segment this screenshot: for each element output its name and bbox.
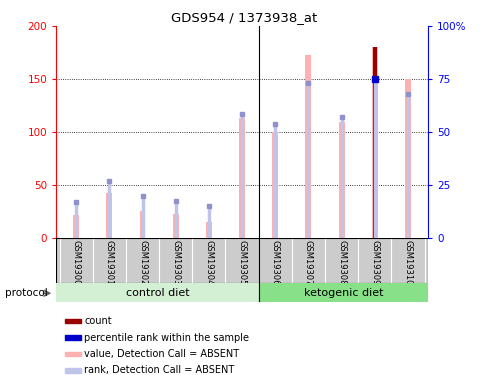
Text: GSM19305: GSM19305: [237, 240, 246, 286]
Text: protocol: protocol: [5, 288, 47, 298]
Bar: [139, 211, 145, 238]
Bar: [73, 215, 79, 238]
Text: GSM19301: GSM19301: [104, 240, 114, 286]
Bar: [172, 214, 178, 238]
Bar: [65, 352, 81, 356]
Bar: [65, 335, 81, 340]
Text: ketogenic diet: ketogenic diet: [303, 288, 382, 297]
Bar: [258, 283, 427, 302]
Text: GSM19304: GSM19304: [204, 240, 213, 286]
Text: count: count: [84, 316, 112, 326]
Bar: [371, 48, 377, 238]
Text: value, Detection Call = ABSENT: value, Detection Call = ABSENT: [84, 349, 239, 359]
Bar: [372, 48, 376, 238]
Bar: [338, 122, 344, 238]
Bar: [272, 132, 278, 238]
Text: GSM19310: GSM19310: [403, 240, 411, 286]
Text: percentile rank within the sample: percentile rank within the sample: [84, 333, 249, 343]
Bar: [56, 283, 258, 302]
Text: GSM19303: GSM19303: [171, 240, 180, 286]
Bar: [65, 368, 81, 373]
Bar: [65, 319, 81, 324]
Text: GDS954 / 1373938_at: GDS954 / 1373938_at: [171, 11, 317, 24]
Bar: [239, 118, 244, 238]
Text: GSM19308: GSM19308: [336, 240, 346, 286]
Text: GSM19307: GSM19307: [304, 240, 312, 286]
Text: rank, Detection Call = ABSENT: rank, Detection Call = ABSENT: [84, 365, 234, 375]
Text: GSM19300: GSM19300: [72, 240, 81, 286]
Bar: [305, 55, 311, 238]
Text: GSM19309: GSM19309: [369, 240, 379, 286]
Bar: [205, 222, 211, 238]
Bar: [404, 79, 410, 238]
Text: GSM19302: GSM19302: [138, 240, 147, 286]
Text: control diet: control diet: [125, 288, 189, 297]
Bar: [106, 193, 112, 238]
Text: GSM19306: GSM19306: [270, 240, 279, 286]
